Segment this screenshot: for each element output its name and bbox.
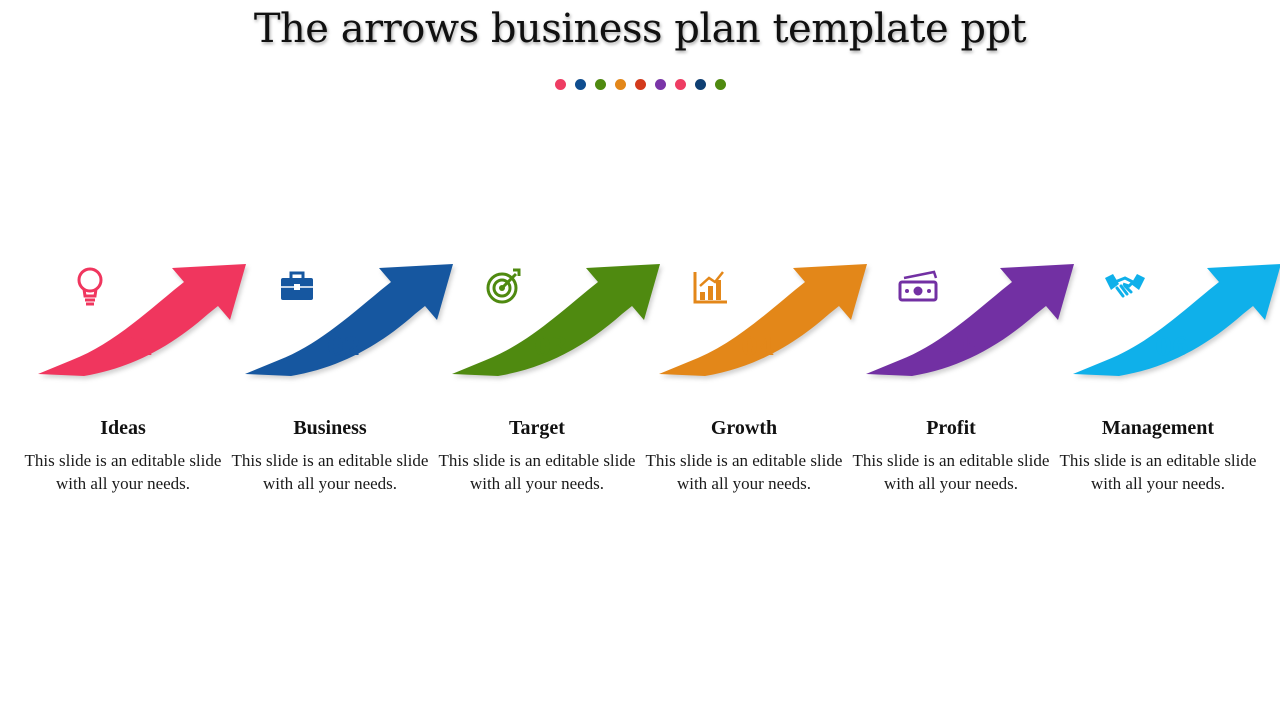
step-number: 03 xyxy=(534,332,568,361)
growth-chart-icon xyxy=(693,271,727,304)
dot xyxy=(614,79,626,90)
arrow-graphic: 01 xyxy=(34,240,254,385)
arrow-graphic: 05 xyxy=(862,240,1082,385)
arrow-graphic: 03 xyxy=(448,240,668,385)
step-target: 03 xyxy=(448,240,668,385)
step-ideas: 01 xyxy=(34,240,254,385)
dot xyxy=(574,79,586,90)
arrow-shape xyxy=(1073,264,1280,376)
step-business: 02 xyxy=(241,240,461,385)
step-description: This slide is an editable slide with all… xyxy=(438,451,636,493)
step-description: This slide is an editable slide with all… xyxy=(231,451,429,493)
step-description: This slide is an editable slide with all… xyxy=(1059,451,1257,493)
dot xyxy=(654,79,666,90)
step-description: This slide is an editable slide with all… xyxy=(645,451,843,493)
dot xyxy=(694,79,706,90)
arrow-shape xyxy=(659,264,867,376)
slide-title: The arrows business plan template ppt xyxy=(253,6,1027,52)
step-profit: 05 xyxy=(862,240,1082,385)
step-description: This slide is an editable slide with all… xyxy=(852,451,1050,493)
dot xyxy=(634,79,646,90)
arrow-shape xyxy=(38,264,246,376)
arrow-graphic: 06 xyxy=(1069,240,1280,385)
step-management: 06 xyxy=(1069,240,1280,385)
step-growth: 04 xyxy=(655,240,875,385)
step-heading: Management xyxy=(1101,417,1215,439)
dot xyxy=(594,79,606,90)
step-heading: Ideas xyxy=(100,417,146,439)
briefcase-icon xyxy=(281,271,313,300)
step-number: 05 xyxy=(948,332,982,361)
step-heading: Growth xyxy=(710,417,778,439)
dot xyxy=(674,79,686,90)
step-heading: Business xyxy=(293,417,367,439)
decorative-dots xyxy=(0,79,1280,90)
step-heading: Target xyxy=(509,417,565,439)
step-heading: Profit xyxy=(926,417,976,439)
dot xyxy=(714,79,726,90)
step-number: 04 xyxy=(741,332,775,361)
arrow-graphic: 04 xyxy=(655,240,875,385)
lightbulb-icon xyxy=(77,267,103,306)
money-icon xyxy=(898,270,938,302)
arrow-shape xyxy=(452,264,660,376)
dot xyxy=(554,79,566,90)
step-number: 02 xyxy=(327,332,361,361)
step-number: 01 xyxy=(120,332,154,361)
handshake-icon xyxy=(1105,274,1145,298)
arrow-shape xyxy=(866,264,1074,376)
step-description: This slide is an editable slide with all… xyxy=(24,451,222,493)
target-icon xyxy=(486,268,521,304)
step-number: 06 xyxy=(1155,332,1189,361)
arrow-shape xyxy=(245,264,453,376)
arrow-graphic: 02 xyxy=(241,240,461,385)
